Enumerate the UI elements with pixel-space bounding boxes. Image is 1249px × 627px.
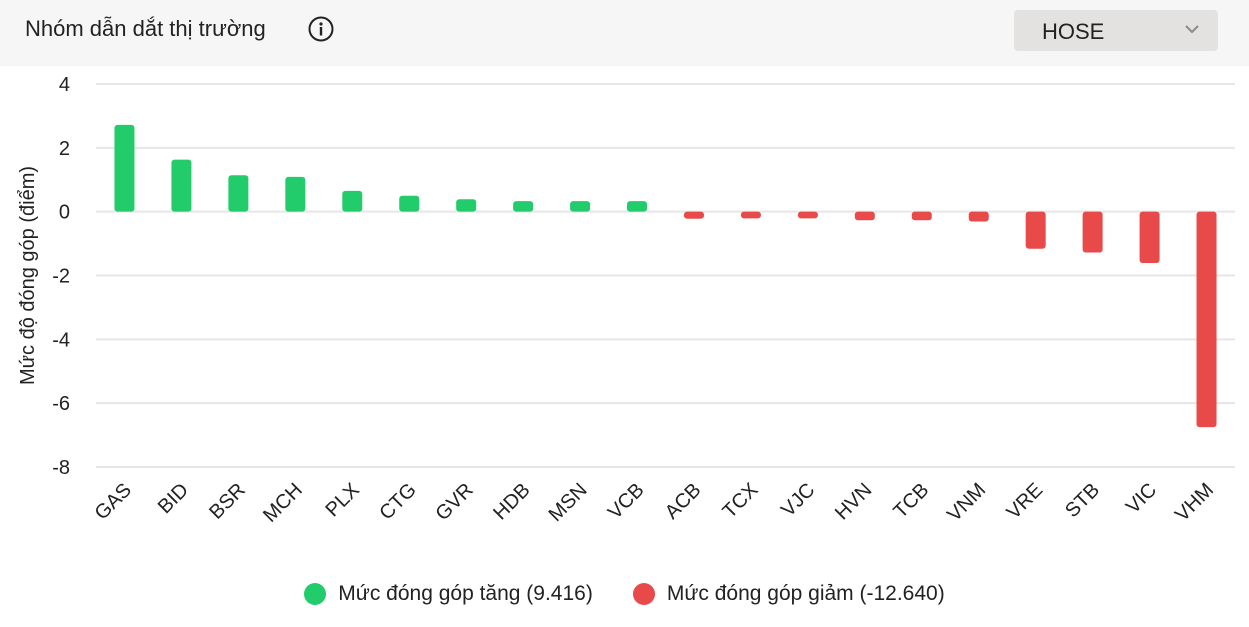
bar-bsr[interactable] [228, 175, 249, 212]
grid-lines [96, 83, 1235, 468]
bar-gvr[interactable] [456, 199, 477, 212]
legend-label-decrease: Mức đóng góp giảm (-12.640) [666, 582, 945, 605]
bar-hdb[interactable] [513, 201, 534, 212]
bar-vnm[interactable] [968, 211, 989, 222]
bar-plx[interactable] [342, 190, 363, 212]
legend-item-increase[interactable]: Mức đóng góp tăng (9.416) [304, 582, 593, 606]
bar-tcb[interactable] [911, 211, 932, 221]
x-tick-label-bsr: BSR [205, 479, 250, 524]
y-tick-label: -8 [52, 457, 70, 479]
exchange-select-value: HOSE [1042, 19, 1105, 44]
legend-item-decrease[interactable]: Mức đóng góp giảm (-12.640) [632, 582, 945, 606]
chevron-down-icon [1184, 21, 1200, 37]
x-tick-label-hvn: HVN [831, 479, 876, 524]
bar-vhm[interactable] [1196, 211, 1217, 428]
bar-gas[interactable] [114, 124, 135, 212]
bar-msn[interactable] [570, 201, 591, 212]
x-tick-label-acb: ACB [661, 479, 706, 524]
x-tick-label-vic: VIC [1122, 479, 1161, 518]
x-tick-label-vnm: VNM [943, 479, 990, 526]
x-tick-label-plx: PLX [322, 479, 364, 521]
x-tick-label-msn: MSN [545, 479, 592, 526]
x-tick-label-gvr: GVR [432, 479, 478, 525]
x-tick-label-stb: STB [1061, 479, 1104, 522]
y-tick-label: -6 [52, 393, 70, 415]
x-tick-label-vhm: VHM [1171, 479, 1218, 526]
legend-dot-increase [304, 583, 327, 605]
y-axis-ticks: 4 2 0 -2 -4 -6 -8 [52, 74, 70, 479]
x-tick-label-gas: GAS [91, 479, 136, 524]
x-tick-label-hdb: HDB [489, 479, 534, 524]
x-tick-label-mch: MCH [259, 479, 307, 527]
x-tick-label-tcx: TCX [719, 479, 763, 523]
bars [114, 124, 1217, 428]
x-tick-label-bid: BID [154, 479, 193, 518]
bar-stb[interactable] [1082, 211, 1103, 253]
x-tick-label-tcb: TCB [889, 479, 933, 523]
bar-vic[interactable] [1139, 211, 1160, 264]
y-tick-label: -4 [52, 329, 70, 351]
legend-dot-decrease [632, 583, 655, 605]
y-tick-label: -2 [52, 266, 70, 288]
y-tick-label: 2 [59, 138, 70, 160]
exchange-select[interactable]: HOSE [1014, 10, 1218, 51]
header-bar: Nhóm dẫn dắt thị trường HOSE [0, 0, 1249, 66]
bar-hvn[interactable] [854, 211, 875, 221]
x-axis-ticks: GAS BID BSR MCH PLX CTG GVR HDB MSN VCB ACB TCX VJC H… [91, 479, 1218, 527]
y-axis-label: Mức độ đóng góp (điểm) [17, 166, 39, 385]
bar-bid[interactable] [171, 159, 192, 212]
y-tick-label: 0 [59, 202, 70, 224]
x-tick-label-vjc: VJC [777, 479, 819, 521]
bar-ctg[interactable] [399, 195, 420, 212]
bar-mch[interactable] [285, 176, 306, 212]
bar-chart: 4 2 0 -2 -4 -6 -8 GAS BID BSR MCH PLX CTG GVR HDB MSN V… [17, 74, 1235, 527]
bar-tcx[interactable] [740, 211, 761, 219]
bar-vjc[interactable] [797, 211, 818, 219]
info-circle-icon[interactable] [308, 16, 334, 42]
bar-acb[interactable] [683, 211, 704, 219]
x-tick-label-vre: VRE [1003, 479, 1048, 524]
bar-vre[interactable] [1025, 211, 1046, 249]
x-tick-label-vcb: VCB [604, 479, 649, 524]
y-tick-label: 4 [59, 74, 70, 96]
bar-vcb[interactable] [627, 201, 648, 212]
x-tick-label-ctg: CTG [375, 479, 420, 524]
page-title: Nhóm dẫn dắt thị trường [25, 16, 266, 41]
legend: Mức đóng góp tăng (9.416) Mức đóng góp g… [0, 576, 1249, 612]
legend-label-increase: Mức đóng góp tăng (9.416) [338, 582, 593, 605]
